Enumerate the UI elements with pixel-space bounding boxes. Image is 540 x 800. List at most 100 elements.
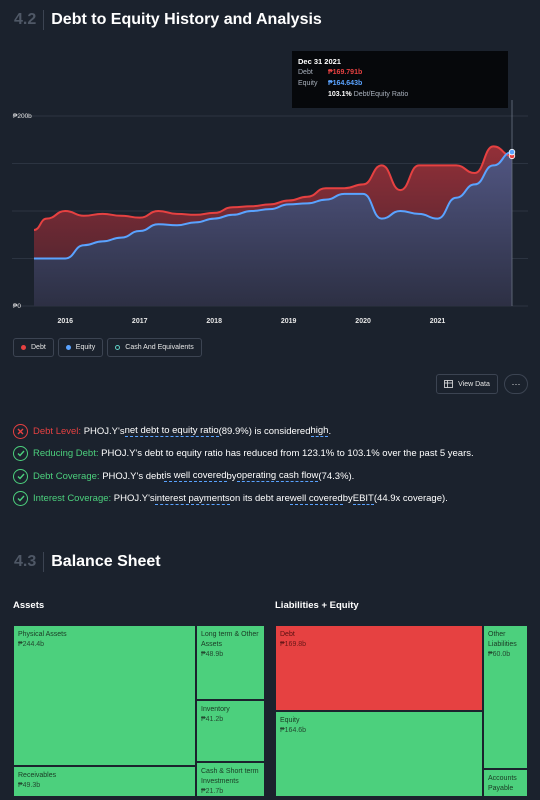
more-options-button[interactable]: ··· <box>504 374 528 394</box>
term-link[interactable]: net debt to equity ratio <box>124 425 219 438</box>
cell-label: Long term & Other Assets <box>201 631 259 648</box>
checkmark-icon <box>13 468 28 484</box>
term-link[interactable]: EBIT <box>352 492 374 505</box>
check-text: PHOJ.Y's <box>113 493 155 505</box>
legend-label: Cash And Equivalents <box>125 344 194 351</box>
cell-label: Other Liabilities <box>488 631 517 648</box>
cell-value: ₱164.6b <box>280 727 307 734</box>
term-link[interactable]: operating cash flow <box>236 470 319 483</box>
tooltip-debt-value: ₱169.791b <box>328 69 363 76</box>
checkmark-icon <box>13 446 28 462</box>
tooltip-ratio-label: Debt/Equity Ratio <box>353 91 409 98</box>
liabilities-heading: Liabilities + Equity <box>275 600 359 611</box>
view-data-button[interactable]: View Data <box>436 374 498 394</box>
tooltip-equity-label: Equity <box>298 80 318 87</box>
cell-value: ₱21.7b <box>201 788 224 795</box>
cell-label: Accounts Payable <box>488 775 517 792</box>
equity-point <box>508 148 516 156</box>
term-link[interactable]: well covered <box>289 492 343 505</box>
check-reducing-debt: Reducing Debt: PHOJ.Y's debt to equity r… <box>13 443 533 466</box>
chart-legend: Debt Equity Cash And Equivalents <box>13 338 202 357</box>
tooltip-ratio-value: 103.1% <box>328 91 352 98</box>
x-tick-label: 2018 <box>206 318 222 325</box>
cross-icon <box>13 423 28 439</box>
legend-item-equity[interactable]: Equity <box>57 338 104 357</box>
legend-label: Equity <box>75 344 96 351</box>
debt-series-line <box>33 145 513 231</box>
equity-series-line <box>34 151 513 260</box>
cell-label: Debt <box>280 631 295 638</box>
check-text: PHOJ.Y's <box>83 425 125 437</box>
x-tick-label: 2019 <box>281 318 297 325</box>
liability-debt[interactable]: Debt ₱169.8b <box>275 625 483 711</box>
asset-physical[interactable]: Physical Assets ₱244.4b <box>13 625 196 766</box>
asset-inventory[interactable]: Inventory ₱41.2b <box>196 700 265 762</box>
x-tick-label: 2017 <box>132 318 148 325</box>
balance-section-title: 4.3 Balance Sheet <box>14 552 161 572</box>
check-text: . <box>328 425 332 437</box>
check-interest-coverage: Interest Coverage: PHOJ.Y's interest pay… <box>13 488 533 511</box>
term-link[interactable]: interest payments <box>154 492 230 505</box>
cell-value: ₱60.0b <box>488 651 511 658</box>
x-tick-label: 2016 <box>57 318 73 325</box>
check-text: (74.3%). <box>318 470 355 482</box>
liability-other[interactable]: Other Liabilities ₱60.0b <box>483 625 528 769</box>
checkmark-icon <box>13 491 28 507</box>
check-text: PHOJ.Y's debt to equity ratio has reduce… <box>101 448 474 460</box>
asset-receivables[interactable]: Receivables ₱49.3b <box>13 766 196 797</box>
cell-value: ₱49.3b <box>18 782 41 789</box>
check-title: Reducing Debt: <box>33 448 99 460</box>
table-icon <box>444 380 454 388</box>
check-text: on its debt are <box>229 493 290 505</box>
ellipsis-icon: ··· <box>511 379 521 389</box>
debt-section-title: 4.2 Debt to Equity History and Analysis <box>14 10 322 30</box>
check-title: Debt Level: <box>33 425 82 437</box>
x-tick-label: 2020 <box>355 318 371 325</box>
cell-value: ₱41.2b <box>201 716 224 723</box>
cell-value: ₱244.4b <box>18 641 45 648</box>
check-debt-level: Debt Level: PHOJ.Y's net debt to equity … <box>13 420 533 443</box>
assets-heading: Assets <box>13 600 45 611</box>
debt-dot-icon <box>21 345 26 350</box>
view-data-label: View Data <box>458 380 490 388</box>
cell-value: ₱48.9b <box>201 651 224 658</box>
liabilities-treemap: Debt ₱169.8b Equity ₱164.6b Other Liabil… <box>275 625 528 797</box>
cell-label: Inventory <box>201 706 230 713</box>
cell-label: Cash & Short term Investments <box>201 768 259 785</box>
liability-equity[interactable]: Equity ₱164.6b <box>275 711 483 797</box>
section-number: 4.2 <box>14 10 45 30</box>
cell-label: Physical Assets <box>18 631 67 638</box>
term-link[interactable]: is well covered <box>164 470 227 483</box>
y-tick-label: ₱200b <box>13 113 32 120</box>
asset-cash[interactable]: Cash & Short term Investments ₱21.7b <box>196 762 265 797</box>
check-text: by <box>342 493 353 505</box>
chart-tooltip: Dec 31 2021 Debt ₱169.791b Equity ₱164.6… <box>292 51 508 108</box>
legend-item-cash[interactable]: Cash And Equivalents <box>107 338 202 357</box>
check-text: PHOJ.Y's debt <box>102 470 165 482</box>
tooltip-equity-value: ₱164.643b <box>328 80 363 87</box>
section-number: 4.3 <box>14 552 45 572</box>
liability-payable[interactable]: Accounts Payable <box>483 769 528 797</box>
check-title: Debt Coverage: <box>33 470 100 482</box>
asset-longterm[interactable]: Long term & Other Assets ₱48.9b <box>196 625 265 700</box>
cell-value: ₱169.8b <box>280 641 307 648</box>
check-debt-coverage: Debt Coverage: PHOJ.Y's debt is well cov… <box>13 465 533 488</box>
cell-label: Receivables <box>18 772 57 779</box>
tooltip-debt-label: Debt <box>298 69 313 76</box>
cell-label: Equity <box>280 717 300 724</box>
check-text: (44.9x coverage). <box>373 493 448 505</box>
section-heading: Balance Sheet <box>51 553 161 570</box>
check-title: Interest Coverage: <box>33 493 112 505</box>
legend-item-debt[interactable]: Debt <box>13 338 54 357</box>
legend-label: Debt <box>31 344 46 351</box>
check-text: (89.9%) is considered <box>218 425 311 437</box>
equity-dot-icon <box>65 345 71 350</box>
y-tick-label: ₱0 <box>13 303 21 310</box>
term-link[interactable]: high <box>310 425 329 438</box>
tooltip-date: Dec 31 2021 <box>298 57 341 66</box>
debt-equity-chart[interactable]: ₱200b ₱0 2016 2017 2018 2019 2020 2021 <box>0 100 540 330</box>
section-heading: Debt to Equity History and Analysis <box>51 11 322 28</box>
equity-area <box>34 152 512 306</box>
assets-treemap: Physical Assets ₱244.4b Receivables ₱49.… <box>13 625 265 797</box>
debt-checks-list: Debt Level: PHOJ.Y's net debt to equity … <box>13 420 533 510</box>
